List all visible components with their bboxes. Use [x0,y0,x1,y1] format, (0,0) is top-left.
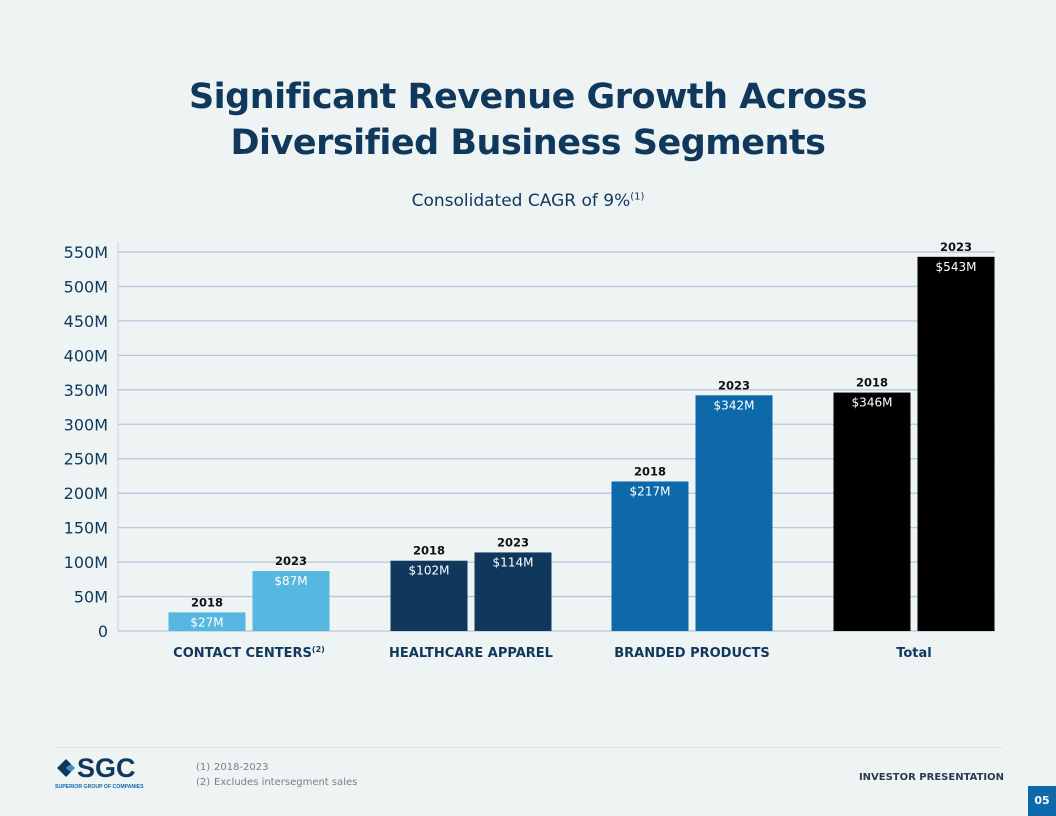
y-tick-label: 400M [64,346,108,365]
logo-diamond-icon [57,759,75,777]
bar-2023 [917,256,995,631]
bar-year-label: 2018 [634,464,666,478]
bar-2018 [611,481,689,631]
y-tick-label: 500M [64,277,108,296]
bar-year-label: 2018 [191,595,223,609]
y-tick-label: 150M [64,519,108,538]
y-tick-label: 200M [64,484,108,503]
bar-value-label: $27M [190,615,223,629]
footnote-text: 2018-2023 [214,762,269,773]
chart-subtitle: Consolidated CAGR of 9%(1) [0,191,1056,211]
category-label: BRANDED PRODUCTS [614,646,770,661]
bar-year-label: 2023 [940,240,972,254]
title-line-2: Diversified Business Segments [230,123,826,163]
subtitle-footnote-mark: (1) [630,191,645,203]
bar-value-label: $87M [274,574,307,588]
bar-2023 [474,552,552,631]
bar-2018 [168,612,246,631]
bar-value-label: $342M [714,398,755,412]
y-tick-label: 0 [98,622,108,641]
bar-value-label: $543M [936,260,977,274]
sgc-logo: SGC SUPERIOR GROUP OF COMPANIES [55,754,155,791]
logo-tagline: SUPERIOR GROUP OF COMPANIES [55,784,144,790]
category-label: HEALTHCARE APPAREL [389,646,553,661]
footnote-text: Excludes intersegment sales [214,777,358,788]
page-title: Significant Revenue Growth Across Divers… [0,74,1056,166]
footnote-1: (1) 2018-2023 [196,760,357,775]
y-tick-label: 250M [64,450,108,469]
bar-year-label: 2018 [413,544,445,558]
y-tick-label: 350M [64,381,108,400]
footnotes: (1) 2018-2023 (2) Excludes intersegment sa… [196,760,357,790]
page-number: 05 [1028,786,1056,816]
bar-2023 [695,395,773,631]
bar-2018 [833,392,911,631]
footnote-mark: (1) [196,762,211,773]
y-tick-label: 550M [64,243,108,262]
bar-2018 [390,560,468,631]
logo-wordmark: SGC [55,754,155,782]
bar-year-label: 2018 [856,376,888,390]
category-footnote-mark: (2) [312,645,325,654]
footer-label: INVESTOR PRESENTATION [858,772,1004,783]
y-tick-label: 50M [74,588,108,607]
footnote-mark: (2) [196,777,211,788]
bar-year-label: 2023 [275,554,307,568]
bar-value-label: $346M [852,396,893,410]
bar-2023 [252,571,330,631]
logo-text: SGC [77,753,136,783]
y-tick-label: 450M [64,312,108,331]
category-label: Total [896,646,932,661]
y-tick-label: 100M [64,553,108,572]
footnote-2: (2) Excludes intersegment sales [196,775,357,790]
y-tick-label: 300M [64,415,108,434]
bar-chart: 0 50M 100M 150M 200M 250M 300M 350M 400M 450M 500M… [64,240,995,661]
category-label: CONTACT CENTERS(2) [173,645,325,661]
subtitle-text: Consolidated CAGR of 9% [411,191,631,211]
bar-year-label: 2023 [497,535,529,549]
footer-divider [55,747,1003,748]
bar-year-label: 2023 [718,378,750,392]
bar-value-label: $114M [493,555,534,569]
title-line-1: Significant Revenue Growth Across [188,77,868,117]
bar-value-label: $102M [409,564,450,578]
bar-value-label: $217M [630,484,671,498]
